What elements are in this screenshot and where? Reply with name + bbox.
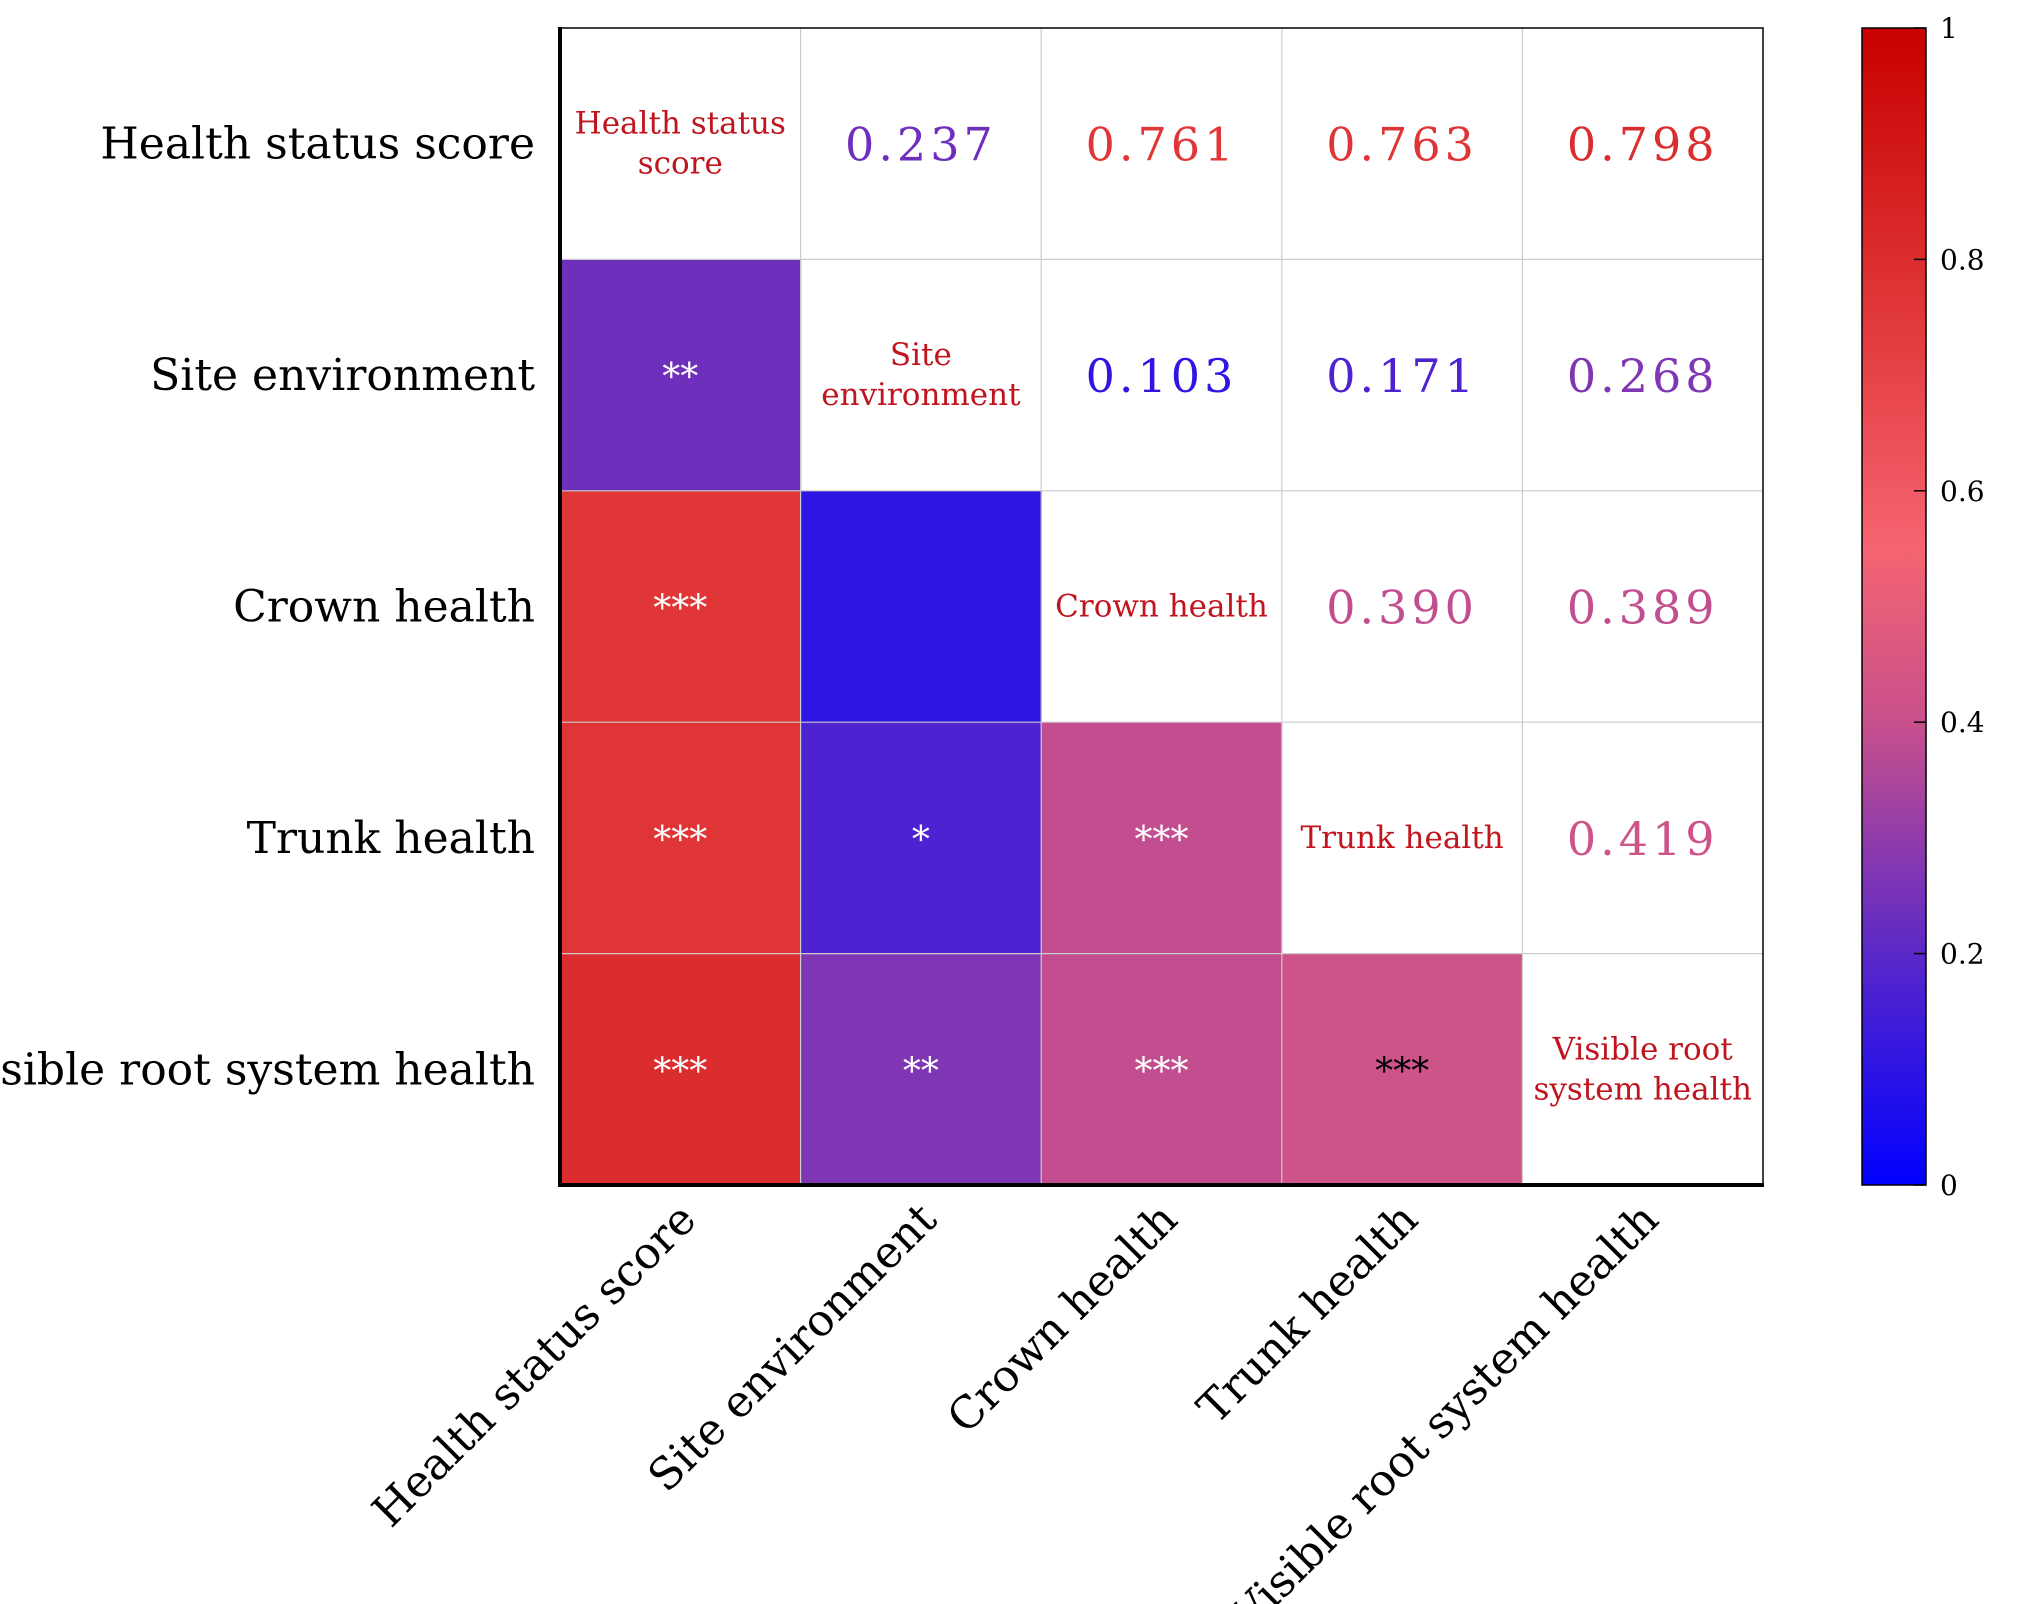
significance-label: *** [1135, 1051, 1189, 1092]
y-tick-label: Trunk health [247, 813, 535, 864]
heatmap-cell [1041, 722, 1283, 955]
colorbar-ticks: 0 0.2 0.4 0.6 0.8 1 [1914, 12, 1985, 1202]
significance-label: *** [1375, 1051, 1429, 1092]
heatmap-cell [1281, 953, 1523, 1186]
colorbar-tick-label: 0 [1940, 1169, 1958, 1202]
significance-label: ** [662, 357, 698, 398]
heatmap-cell [560, 259, 802, 492]
y-tick-label: Visible root system health [0, 1044, 535, 1095]
correlation-value-label: 0.389 [1567, 581, 1719, 635]
significance-label: *** [1135, 820, 1189, 861]
heatmap-cells [560, 259, 1523, 1186]
heatmap-cell [800, 953, 1042, 1186]
correlation-value-label: 0.419 [1567, 812, 1719, 866]
significance-label: * [912, 820, 930, 861]
correlation-value-label: 0.268 [1567, 349, 1719, 403]
x-tick-label: Health status score [363, 1194, 706, 1537]
x-tick-label: Crown health [938, 1194, 1188, 1444]
correlation-value-label: 0.798 [1567, 118, 1719, 172]
diagonal-label: Crown health [1055, 589, 1268, 625]
heatmap-cell [800, 490, 1042, 723]
diagonal-label: environment [821, 377, 1021, 413]
y-tick-label: Health status score [100, 119, 535, 170]
correlation-value-label: 0.763 [1326, 118, 1478, 172]
diagonal-label: system health [1533, 1071, 1752, 1107]
correlation-value-label: 0.103 [1086, 349, 1238, 403]
diagonal-label: score [638, 146, 723, 182]
heatmap-cell [560, 722, 802, 955]
y-axis-labels: Health status score Site environment Crown… [0, 119, 535, 1096]
significance-label: *** [653, 820, 707, 861]
significance-label: *** [653, 589, 707, 630]
correlation-value-label: 0.761 [1086, 118, 1238, 172]
significance-label: ** [903, 1051, 939, 1092]
y-tick-label: Crown health [233, 582, 535, 633]
colorbar-tick-label: 0.8 [1940, 243, 1985, 276]
y-tick-label: Site environment [150, 350, 535, 401]
diagonal-label: Site [890, 337, 952, 373]
correlation-value-label: 0.390 [1326, 581, 1478, 635]
diagonal-label: Health status [575, 106, 786, 142]
correlation-value-label: 0.171 [1326, 349, 1478, 403]
heatmap-grid [560, 28, 1763, 1185]
x-tick-label: Visible root system health [1222, 1194, 1669, 1604]
correlation-value-label: 0.237 [845, 118, 997, 172]
colorbar-tick-label: 0.2 [1940, 938, 1985, 971]
colorbar-gradient [1861, 27, 1927, 1186]
colorbar-tick-label: 1 [1940, 12, 1958, 45]
significance-label: *** [653, 1051, 707, 1092]
colorbar-tick-label: 0.6 [1940, 475, 1985, 508]
heatmap-cell [560, 490, 802, 723]
colorbar: 0 0.2 0.4 0.6 0.8 1 [1861, 12, 1985, 1202]
heatmap-cell [800, 722, 1042, 955]
x-tick-label: Trunk health [1188, 1194, 1428, 1434]
diagonal-label: Trunk health [1300, 820, 1503, 856]
heatmap-cell [560, 953, 802, 1186]
heatmap-cell [1041, 953, 1283, 1186]
diagonal-label: Visible root [1552, 1031, 1734, 1067]
colorbar-tick-label: 0.4 [1940, 706, 1985, 739]
